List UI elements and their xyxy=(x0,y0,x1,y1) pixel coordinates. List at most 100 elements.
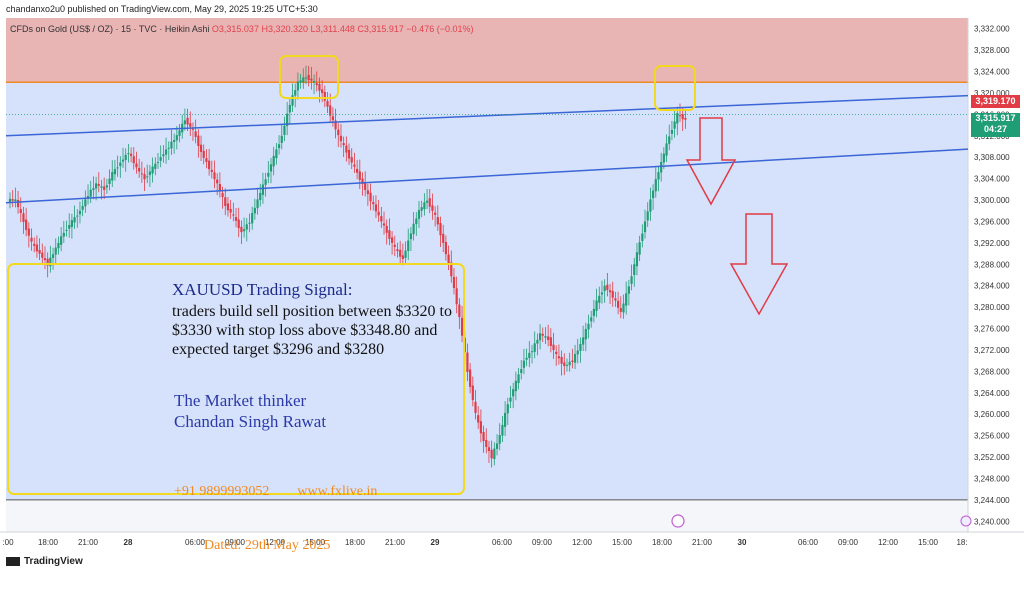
candle xyxy=(264,179,267,185)
x-tick-label: 21:00 xyxy=(385,538,406,547)
candle xyxy=(127,153,130,155)
candle xyxy=(482,432,485,441)
candle xyxy=(514,380,517,392)
signal-title: XAUUSD Trading Signal: xyxy=(172,280,353,299)
candle xyxy=(119,162,122,167)
candle xyxy=(649,199,652,212)
candle xyxy=(361,178,364,184)
y-tick-label: 3,252.000 xyxy=(974,453,1010,462)
chart-settings-icon xyxy=(960,515,972,527)
candle xyxy=(30,237,33,242)
candle xyxy=(283,125,286,135)
candle xyxy=(420,207,423,211)
candle xyxy=(506,404,509,414)
candle xyxy=(38,250,41,254)
candle xyxy=(501,424,504,436)
candle xyxy=(630,276,633,284)
candle xyxy=(598,295,601,303)
signal-box xyxy=(7,263,465,495)
x-tick-label: 12:00 xyxy=(878,538,899,547)
candle xyxy=(321,89,324,93)
candle xyxy=(242,229,246,232)
candle xyxy=(509,397,512,402)
candle xyxy=(625,293,628,306)
candle xyxy=(646,211,649,221)
candle xyxy=(673,121,676,129)
x-tick-label: 28 xyxy=(124,538,133,547)
author-line-2: Chandan Singh Rawat xyxy=(174,412,327,431)
candle xyxy=(251,213,254,224)
y-tick-label: 3,276.000 xyxy=(974,325,1010,334)
candle xyxy=(522,360,526,368)
candle xyxy=(296,81,300,91)
candle xyxy=(495,443,499,449)
candle xyxy=(288,104,291,113)
candle xyxy=(302,77,305,83)
price-change: −0.476 (−0.01%) xyxy=(406,24,474,34)
candle xyxy=(216,179,219,184)
y-tick-label: 3,328.000 xyxy=(974,46,1010,55)
x-tick-label: 15:00 xyxy=(918,538,939,547)
candle xyxy=(485,440,488,447)
candle xyxy=(299,80,302,83)
price-chart[interactable]: 3,332.0003,328.0003,324.0003,320.0003,31… xyxy=(0,0,1024,553)
candle xyxy=(533,343,536,352)
candle xyxy=(124,154,127,160)
candle xyxy=(234,217,238,221)
candle xyxy=(388,230,391,239)
candle xyxy=(78,210,82,215)
candle xyxy=(678,115,682,117)
candle xyxy=(129,153,133,156)
candle xyxy=(97,183,100,186)
candle xyxy=(528,352,531,359)
candle xyxy=(19,209,22,214)
candle xyxy=(8,198,12,202)
y-tick-label: 3,320.000 xyxy=(974,89,1010,98)
candle xyxy=(442,233,445,243)
candle xyxy=(498,434,501,444)
candle xyxy=(477,415,480,423)
x-tick-label: 21:00 xyxy=(78,538,99,547)
candle xyxy=(439,223,442,236)
candle xyxy=(267,172,270,177)
candle xyxy=(159,157,162,161)
candle xyxy=(135,163,138,168)
candle xyxy=(595,300,598,311)
highlight-box-top-2 xyxy=(654,65,696,111)
candle xyxy=(315,83,318,86)
tradingview-logo[interactable]: TradingView xyxy=(6,556,83,567)
candle xyxy=(592,308,595,317)
footer: TradingView xyxy=(0,553,1024,573)
candle xyxy=(178,130,181,136)
y-tick-label: 3,268.000 xyxy=(974,367,1010,376)
author-line-1: The Market thinker xyxy=(174,391,307,410)
candle xyxy=(681,114,684,120)
upper-trendline xyxy=(5,94,969,137)
event-bolt-icon xyxy=(671,514,685,528)
candle xyxy=(665,143,668,156)
candle xyxy=(657,172,660,180)
candle xyxy=(466,352,469,373)
y-tick-label: 3,300.000 xyxy=(974,196,1010,205)
candle xyxy=(436,217,439,225)
candle xyxy=(326,101,329,107)
candle xyxy=(552,344,555,350)
candle xyxy=(555,351,558,355)
candle xyxy=(434,212,437,215)
y-tick-label: 3,244.000 xyxy=(974,496,1010,505)
candle xyxy=(202,150,205,158)
candle xyxy=(606,284,609,290)
candle xyxy=(318,83,321,91)
candle xyxy=(447,254,450,264)
candle xyxy=(479,421,482,434)
symbol-legend[interactable]: CFDs on Gold (US$ / OZ) · 15 · TVC · Hei… xyxy=(10,24,473,34)
candle xyxy=(444,241,448,255)
candle xyxy=(401,255,404,259)
y-tick-label: 3,280.000 xyxy=(974,303,1010,312)
y-tick-label: 3,260.000 xyxy=(974,410,1010,419)
candle xyxy=(111,171,114,181)
candle xyxy=(339,135,343,142)
y-tick-label: 3,296.000 xyxy=(974,217,1010,226)
candle xyxy=(105,185,108,188)
candle xyxy=(568,361,571,366)
